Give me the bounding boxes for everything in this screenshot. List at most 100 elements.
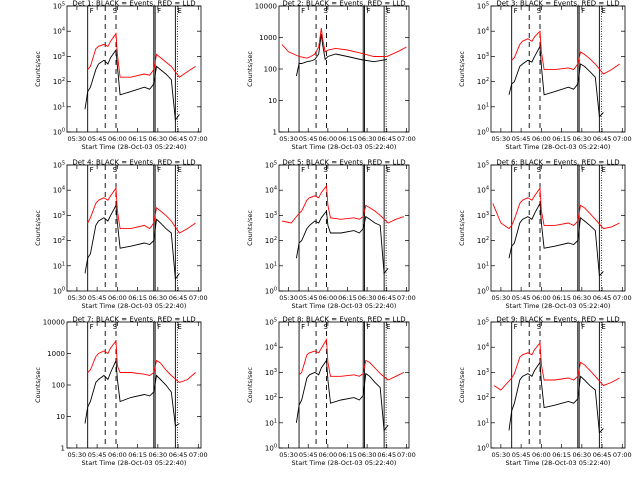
marker-label: F <box>90 323 94 331</box>
x-tick-label: 06:45 <box>169 294 188 302</box>
panel-title: Det 3: BLACK = Events, RED = LLD <box>496 0 619 8</box>
y-tick-label: 100 <box>477 128 489 137</box>
y-tick-label: 104 <box>477 186 489 195</box>
series-lld <box>87 339 196 384</box>
panel-title: Det 2: BLACK = Events, RED = LLD <box>282 0 405 8</box>
marker-label: F <box>581 7 585 15</box>
marker-label: F <box>157 166 161 174</box>
marker-label: F <box>514 323 518 331</box>
series-events <box>295 359 389 432</box>
y-tick-label: 1 <box>273 129 277 137</box>
series-lld <box>493 341 620 391</box>
series-lld <box>87 32 196 78</box>
x-tick-label: 06:00 <box>108 294 127 302</box>
x-tick-label: 07:00 <box>613 451 632 459</box>
marker-label: S <box>323 323 328 331</box>
x-tick-label: 05:30 <box>279 451 298 459</box>
x-tick-label: 06:45 <box>593 294 612 302</box>
marker-label: E <box>177 323 181 331</box>
marker-label: F <box>514 166 518 174</box>
x-axis-label: Start Time (28-Oct-03 05:22:40) <box>82 459 187 467</box>
x-tick-label: 06:15 <box>338 135 357 143</box>
y-axis-label: Counts/sec <box>458 210 466 246</box>
plot-frame <box>490 164 626 292</box>
y-tick-label: 100 <box>53 287 65 296</box>
y-tick-label: 100 <box>477 287 489 296</box>
marker-label: F <box>301 7 305 15</box>
x-tick-label: 06:15 <box>552 135 571 143</box>
y-tick-label: 105 <box>265 161 277 170</box>
panel-det-2: Det 2: BLACK = Events, RED = LLD 1 10 100 10… <box>246 0 416 151</box>
x-axis-label: Start Time (28-Oct-03 05:22:40) <box>506 143 611 151</box>
panel-det-8: Det 8: BLACK = Events, RED = LLD 100 101 10… <box>246 316 416 468</box>
marker-label: F <box>514 7 518 15</box>
x-tick-label: 06:45 <box>377 451 396 459</box>
series-lld <box>511 30 620 75</box>
x-tick-label: 05:45 <box>512 451 531 459</box>
x-tick-label: 06:15 <box>552 451 571 459</box>
panel-title: Det 1: BLACK = Events, RED = LLD <box>72 0 195 8</box>
x-axis-label: Start Time (28-Oct-03 05:22:40) <box>506 302 611 310</box>
plot-frame <box>278 164 410 292</box>
x-tick-label: 07:00 <box>189 294 208 302</box>
y-tick-label: 10 <box>56 413 65 421</box>
x-tick-label: 06:30 <box>572 451 591 459</box>
x-tick-label: 05:30 <box>492 135 511 143</box>
x-tick-label: 05:45 <box>299 294 318 302</box>
panel-title: Det 5: BLACK = Events, RED = LLD <box>282 159 405 167</box>
y-tick-label: 100 <box>265 287 277 296</box>
y-tick-label: 103 <box>53 52 65 61</box>
x-tick-label: 06:30 <box>572 135 591 143</box>
x-tick-label: 06:30 <box>358 451 377 459</box>
x-tick-label: 06:15 <box>128 294 147 302</box>
x-axis-label: Start Time (28-Oct-03 05:22:40) <box>292 459 397 467</box>
y-tick-label: 102 <box>477 236 489 245</box>
y-tick-label: 104 <box>53 27 65 36</box>
y-tick-label: 104 <box>53 186 65 195</box>
x-tick-label: 05:30 <box>279 135 298 143</box>
x-tick-label: 05:45 <box>299 451 318 459</box>
marker-label: S <box>537 166 542 174</box>
marker-label: E <box>601 323 605 331</box>
y-tick-label: 105 <box>477 2 489 11</box>
x-tick-label: 06:00 <box>318 135 337 143</box>
y-axis-label: Counts/sec <box>34 51 42 87</box>
x-tick-label: 05:30 <box>68 451 87 459</box>
plot-frame <box>490 321 626 449</box>
x-tick-label: 06:30 <box>148 135 167 143</box>
y-tick-label: 100 <box>265 444 277 453</box>
series-events <box>508 201 604 277</box>
marker-label: F <box>367 166 371 174</box>
y-tick-label: 101 <box>477 418 489 427</box>
x-tick-label: 06:30 <box>148 294 167 302</box>
marker-label: S <box>323 166 328 174</box>
panel-det-4: Det 4: BLACK = Events, RED = LLD 100 101 10… <box>34 159 208 311</box>
y-tick-label: 103 <box>477 368 489 377</box>
y-axis-label: Counts/sec <box>458 367 466 403</box>
x-tick-label: 06:45 <box>593 451 612 459</box>
series-lld <box>298 338 404 381</box>
y-tick-label: 102 <box>477 77 489 86</box>
marker-label: F <box>581 323 585 331</box>
marker-label: S <box>537 7 542 15</box>
x-tick-label: 07:00 <box>397 294 416 302</box>
y-axis-label: Counts/sec <box>246 367 254 403</box>
x-tick-label: 06:30 <box>572 294 591 302</box>
marker-label: F <box>157 323 161 331</box>
x-axis-label: Start Time (28-Oct-03 05:22:40) <box>292 302 397 310</box>
marker-label: E <box>386 323 390 331</box>
marker-label: F <box>157 7 161 15</box>
x-tick-label: 06:00 <box>318 451 337 459</box>
marker-label: F <box>301 323 305 331</box>
plot-frame <box>66 321 202 449</box>
y-axis-label: Counts/sec <box>34 210 42 246</box>
series-lld <box>281 27 407 59</box>
x-tick-label: 06:30 <box>358 135 377 143</box>
x-tick-label: 06:00 <box>108 451 127 459</box>
y-axis-label: Counts/sec <box>458 51 466 87</box>
x-tick-label: 05:30 <box>279 294 298 302</box>
y-tick-label: 100 <box>53 128 65 137</box>
x-tick-label: 06:30 <box>358 294 377 302</box>
y-tick-label: 103 <box>265 211 277 220</box>
marker-label: S <box>113 7 118 15</box>
